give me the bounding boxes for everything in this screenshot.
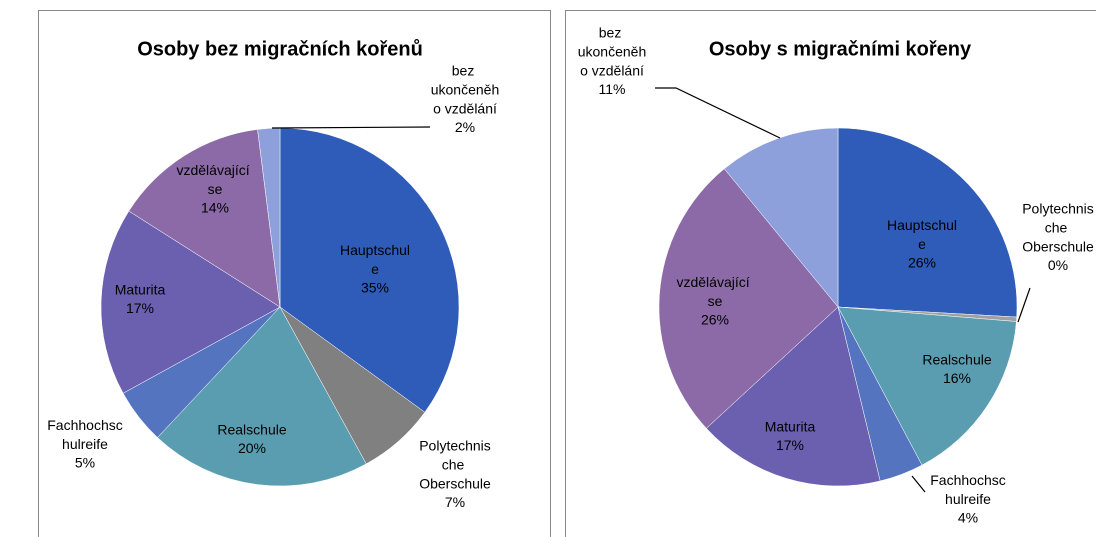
value-label: 14% (201, 200, 229, 216)
label-line: Fachhochsc (47, 417, 122, 433)
pie-slice (723, 127, 839, 308)
label-line: vzdělávající (676, 274, 753, 290)
pie-slice (279, 127, 460, 413)
slice-label: Hauptschul e (340, 242, 410, 277)
label-line: vzdělávající (176, 162, 253, 178)
value-label: 7% (445, 494, 465, 510)
value-label: 17% (776, 437, 804, 453)
label-line: che (1045, 219, 1071, 235)
leader-line (655, 87, 781, 139)
label-line: o vzdělání (433, 100, 497, 116)
label-line: se (208, 181, 223, 197)
label-line: hulreife (945, 491, 991, 507)
pie-slice (837, 127, 1018, 318)
label-line: Oberschule (419, 475, 491, 491)
label-line: Hauptschul (340, 242, 410, 258)
slice-label: Maturita (115, 281, 166, 297)
value-label: 5% (75, 455, 95, 471)
pie-slice (706, 306, 881, 487)
value-label: 26% (701, 312, 729, 328)
label-line: Oberschule (1022, 238, 1094, 254)
value-label: 16% (943, 370, 971, 386)
value-label: 2% (455, 119, 475, 135)
pie-slice (128, 129, 281, 308)
slice-label: Polytechnis che Oberschule (1022, 200, 1094, 254)
value-label: 17% (126, 300, 154, 316)
pie-slice (658, 168, 839, 429)
slice-label: bez ukončeněh o vzdělání (431, 62, 500, 116)
value-label: 0% (1048, 257, 1068, 273)
label-line: bez (599, 24, 625, 40)
label-line: Realschule (217, 421, 286, 437)
pie-slice (837, 306, 1017, 466)
slice-label: vzdělávající se (176, 162, 253, 197)
panel-border (565, 10, 1096, 537)
value-label: 4% (958, 510, 978, 526)
label-line: Maturita (115, 281, 166, 297)
label-line: Realschule (922, 351, 991, 367)
slice-label: Fachhochsc hulreife (47, 417, 122, 452)
slice-label: Realschule (922, 351, 991, 367)
leader-line (911, 475, 926, 493)
label-line: ukončeněh (578, 43, 647, 59)
label-line: se (708, 293, 723, 309)
slice-label: Hauptschul e (887, 217, 957, 252)
slice-label: Realschule (217, 421, 286, 437)
slice-label: Polytechnis che Oberschule (419, 437, 491, 491)
label-line: che (442, 456, 468, 472)
slice-label: bez ukončeněh o vzdělání (578, 24, 647, 78)
label-line: Hauptschul (887, 217, 957, 233)
label-line: Maturita (765, 418, 816, 434)
label-line: e (371, 261, 379, 277)
leader-line (271, 126, 431, 129)
chart-title: Osoby bez migračních kořenů (137, 38, 423, 60)
label-line: Fachhochsc (930, 472, 1005, 488)
label-line: o vzdělání (580, 62, 644, 78)
label-line: hulreife (62, 436, 108, 452)
value-label: 26% (908, 255, 936, 271)
label-line: bez (452, 62, 478, 78)
label-line: e (918, 236, 926, 252)
label-line: Polytechnis (1022, 200, 1094, 216)
pie-slice (100, 210, 281, 394)
label-line: Polytechnis (419, 437, 491, 453)
panel-border (38, 10, 551, 537)
label-line: ukončeněh (431, 81, 500, 97)
slice-label: Fachhochsc hulreife (930, 472, 1005, 507)
slice-label: vzdělávající se (676, 274, 753, 309)
pie-slice (157, 306, 367, 487)
slice-label: Maturita (765, 418, 816, 434)
leader-line (1017, 287, 1031, 323)
value-label: 20% (238, 440, 266, 456)
chart-title: Osoby s migračními kořeny (709, 38, 972, 60)
value-label: 11% (599, 81, 626, 97)
value-label: 35% (361, 280, 389, 296)
